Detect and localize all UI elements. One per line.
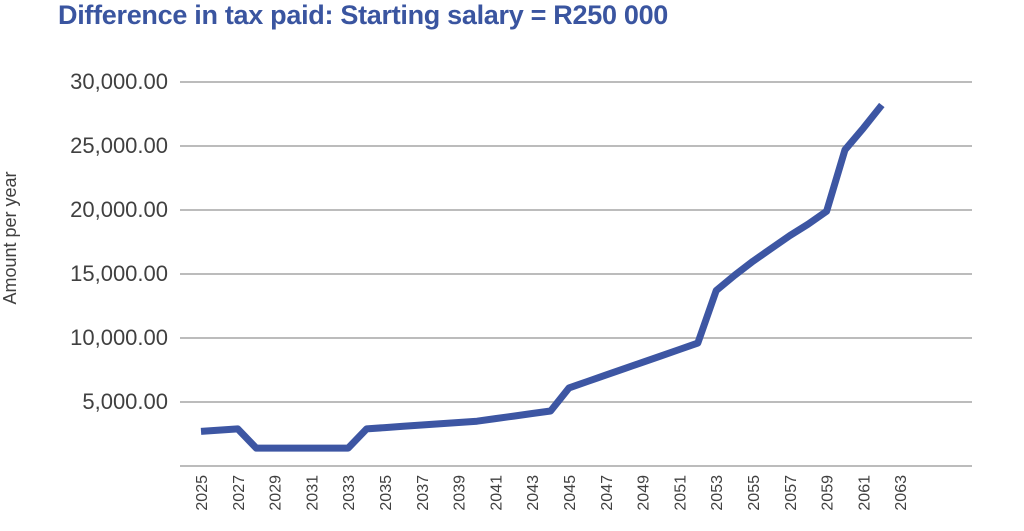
chart-title: Difference in tax paid: Starting salary … (58, 0, 669, 30)
y-tick-label: 15,000.00 (70, 261, 168, 286)
x-tick-label: 2061 (856, 475, 873, 511)
x-tick-label: 2043 (525, 475, 542, 511)
y-axis-label: Amount per year (0, 171, 20, 304)
y-axis-ticks: 30,000.00 25,000.00 20,000.00 15,000.00 10,0… (70, 69, 168, 414)
x-tick-label: 2039 (452, 475, 469, 511)
x-tick-label: 2045 (562, 475, 579, 511)
x-tick-label: 2063 (893, 475, 910, 511)
x-tick-label: 2035 (378, 475, 395, 511)
x-tick-label: 2049 (636, 475, 653, 511)
x-axis-ticks: 2025 2027 2029 2031 2033 2035 2037 2039 2041 2043… (194, 475, 910, 511)
y-tick-label: 25,000.00 (70, 133, 168, 158)
x-tick-label: 2059 (820, 475, 837, 511)
x-tick-label: 2051 (672, 475, 689, 511)
x-tick-label: 2047 (599, 475, 616, 511)
gridlines (180, 81, 972, 467)
x-tick-label: 2033 (341, 475, 358, 511)
y-tick-label: 20,000.00 (70, 197, 168, 222)
y-tick-label: 30,000.00 (70, 69, 168, 94)
series-line (200, 102, 885, 452)
x-tick-label: 2027 (231, 475, 248, 511)
x-tick-label: 2037 (415, 475, 432, 511)
y-tick-label: 10,000.00 (70, 325, 168, 350)
x-tick-label: 2029 (268, 475, 285, 511)
x-tick-label: 2041 (488, 475, 505, 511)
x-tick-label: 2057 (783, 475, 800, 511)
x-tick-label: 2053 (709, 475, 726, 511)
y-tick-label: 5,000.00 (82, 389, 168, 414)
x-tick-label: 2025 (194, 475, 211, 511)
x-tick-label: 2031 (304, 475, 321, 511)
x-tick-label: 2055 (746, 475, 763, 511)
